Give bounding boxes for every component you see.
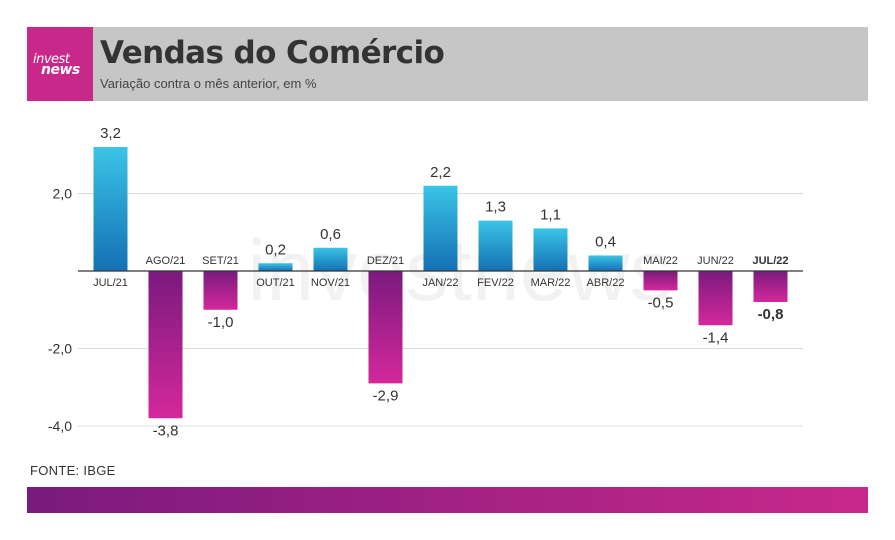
data-label: 0,6 xyxy=(320,226,341,243)
x-tick-label: DEZ/21 xyxy=(367,255,404,267)
data-label: -0,5 xyxy=(648,294,674,311)
bar xyxy=(148,271,183,419)
data-label: 0,4 xyxy=(595,234,616,251)
y-tick-label: -4,0 xyxy=(48,418,72,434)
bar xyxy=(533,228,568,271)
chart-title: Vendas do Comércio xyxy=(100,35,445,71)
brand-logo: invest news xyxy=(27,27,93,101)
data-label: 0,2 xyxy=(265,241,286,258)
y-tick-label: 2,0 xyxy=(53,186,73,202)
chart-subtitle: Variação contra o mês anterior, em % xyxy=(100,76,317,91)
bar xyxy=(478,220,513,271)
data-label: -2,9 xyxy=(373,387,399,404)
bar xyxy=(643,271,678,291)
x-tick-label: OUT/21 xyxy=(256,277,295,289)
x-tick-label: JAN/22 xyxy=(422,277,458,289)
data-label: -1,4 xyxy=(703,329,729,346)
data-label: 3,2 xyxy=(100,125,121,142)
bottom-gradient-bar xyxy=(27,487,868,513)
x-tick-label: MAR/22 xyxy=(531,277,571,289)
bar xyxy=(313,247,348,271)
header-banner: invest news Vendas do Comércio Variação … xyxy=(27,27,868,101)
bar xyxy=(753,271,788,302)
logo-text-invest: invest xyxy=(33,52,70,67)
bar xyxy=(258,263,293,271)
x-tick-label: AGO/21 xyxy=(146,255,186,267)
x-tick-label: ABR/22 xyxy=(587,277,625,289)
source-note: FONTE: IBGE xyxy=(30,463,116,478)
data-label: 1,3 xyxy=(485,199,506,216)
data-label: -3,8 xyxy=(153,422,179,439)
bar xyxy=(423,185,458,271)
y-tick-label: -2,0 xyxy=(48,341,72,357)
x-tick-label: JUL/22 xyxy=(752,255,788,267)
bar xyxy=(368,271,403,384)
data-label: 2,2 xyxy=(430,164,451,181)
x-tick-label: JUN/22 xyxy=(697,255,734,267)
x-tick-label: MAI/22 xyxy=(643,255,678,267)
x-tick-label: FEV/22 xyxy=(477,277,514,289)
bar xyxy=(203,271,238,310)
x-tick-label: NOV/21 xyxy=(311,277,350,289)
logo-text-news: news xyxy=(41,62,80,78)
data-label: -1,0 xyxy=(208,314,234,331)
bar xyxy=(93,147,128,271)
bar xyxy=(698,271,733,326)
x-tick-label: JUL/21 xyxy=(93,277,128,289)
x-tick-label: SET/21 xyxy=(202,255,239,267)
data-label: 1,1 xyxy=(540,206,561,223)
bar xyxy=(588,255,623,271)
data-label: -0,8 xyxy=(758,306,784,323)
